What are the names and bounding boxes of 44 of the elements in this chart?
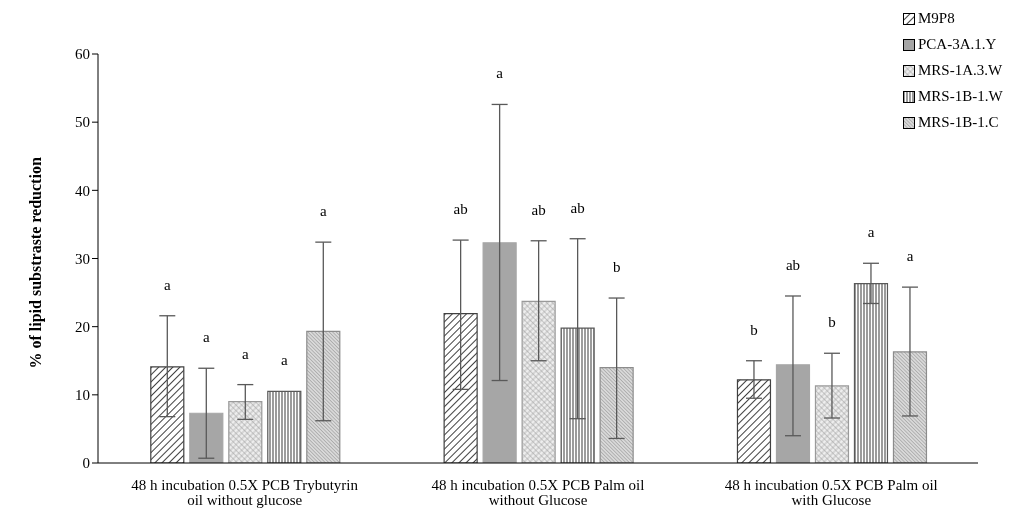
bar (443, 313, 478, 463)
legend-label: MRS-1A.3.W (918, 62, 1003, 79)
bar (775, 364, 811, 463)
y-axis-title: % of lipid substraste reduction (26, 157, 45, 369)
bar (228, 401, 263, 463)
annotation: a (319, 203, 327, 220)
annotation: a (496, 65, 504, 82)
legend-label: MRS-1B-1.C (918, 114, 999, 131)
legend-label: MRS-1B-1.W (918, 88, 1003, 105)
bar (521, 300, 556, 463)
bar (189, 412, 224, 463)
annotation: ab (785, 256, 801, 273)
bar (599, 366, 634, 463)
y-tick-label: 50 (75, 114, 90, 131)
bar (306, 330, 341, 463)
x-tick-label: 48 h incubation 0.5X PCB Palm oil without Glucose (431, 476, 645, 508)
legend-label: M9P8 (918, 10, 955, 27)
annotation: a (906, 248, 914, 265)
x-tick-label: 48 h incubation 0.5X PCB Trybutyrin oil without glucose (131, 476, 359, 508)
bar (892, 351, 928, 463)
annotation: a (867, 224, 875, 241)
bar (150, 366, 185, 463)
y-tick-label: 10 (75, 387, 90, 404)
bar (814, 385, 850, 463)
annotation: ab (531, 201, 546, 218)
annotation: ab (453, 201, 468, 218)
y-tick-label: 60 (75, 46, 90, 63)
y-tick-label: 20 (75, 318, 90, 335)
annotation: a (241, 345, 249, 362)
annotation: a (202, 329, 210, 346)
x-tick-label: 48 h incubation 0.5X PCB Palm oil with Glucose (724, 476, 938, 508)
annotation: b (612, 259, 621, 276)
annotation: ab (570, 199, 585, 216)
bar (267, 390, 302, 463)
annotation: b (750, 321, 758, 338)
annotation: a (163, 276, 171, 293)
bar (736, 379, 772, 463)
y-tick-label: 0 (82, 455, 90, 472)
annotation: a (280, 352, 288, 369)
y-tick-label: 30 (75, 250, 90, 267)
legend-label: PCA-3A.1.Y (918, 36, 997, 53)
annotation: b (828, 314, 836, 331)
bar (482, 242, 517, 463)
y-tick-label: 40 (75, 182, 90, 199)
